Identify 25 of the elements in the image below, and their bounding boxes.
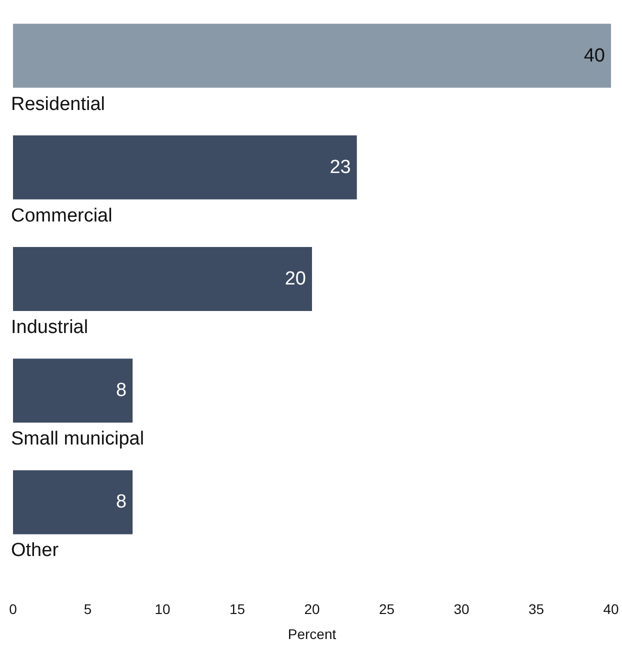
x-tick-label: 40 [603,601,619,617]
x-tick-label: 35 [528,601,544,617]
data-label: 8 [116,380,127,402]
y-tick-label: Other [11,540,60,562]
x-tick-label: 15 [229,601,246,617]
y-tick-label: Commercial [11,205,112,226]
x-tick-label: 25 [378,601,395,617]
x-tick-label: 0 [9,601,18,617]
bar [13,24,611,88]
bar [13,247,312,311]
y-tick-label: Residential [11,94,105,115]
y-tick-label: Small municipal [11,428,144,450]
bar [13,358,133,423]
data-label: 40 [584,45,605,66]
data-label: 23 [330,156,351,178]
x-tick-label: 5 [84,601,92,617]
x-tick-label: 10 [154,601,170,617]
data-label: 20 [284,268,306,290]
bar [13,135,357,200]
data-label: 8 [116,492,127,513]
x-tick-label: 30 [454,601,470,617]
bar [13,470,133,534]
x-axis-title: Percent [288,626,336,642]
x-tick-label: 20 [304,601,320,617]
y-tick-label: Industrial [11,317,88,338]
